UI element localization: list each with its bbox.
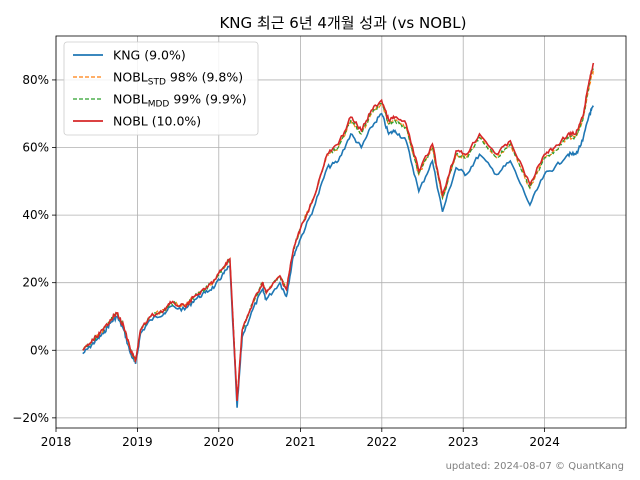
y-tick-label: 80% <box>22 73 49 87</box>
x-tick-label: 2023 <box>448 435 479 449</box>
x-tick-label: 2020 <box>204 435 235 449</box>
legend-label-nobl-mdd: NOBLMDD 99% (9.9%) <box>113 92 247 110</box>
footer-credit: updated: 2024-08-07 © QuantKang <box>446 461 624 472</box>
chart-title: KNG 최근 6년 4개월 성과 (vs NOBL) <box>219 14 466 32</box>
x-tick-label: 2022 <box>367 435 398 449</box>
series-line-nobl <box>82 62 595 402</box>
x-tick-label: 2024 <box>529 435 560 449</box>
y-tick-label: −20% <box>12 411 49 425</box>
plot-frame <box>55 35 627 429</box>
series-lines <box>82 62 595 408</box>
axis-ticks: 2018 2019 2020 2021 2022 2023 2024 −20% 0% 20% 40%… <box>12 73 560 449</box>
legend: KNG (9.0%) NOBLSTD 98% (9.8%) NOBLMDD 99% … <box>63 41 259 136</box>
legend-label-kng: KNG (9.0%) <box>113 48 186 63</box>
legend-label-nobl-std: NOBLSTD 98% (9.8%) <box>113 70 243 88</box>
y-tick-label: 40% <box>22 208 49 222</box>
x-tick-label: 2019 <box>122 435 153 449</box>
legend-label-nobl: NOBL (10.0%) <box>113 114 201 129</box>
y-tick-label: 0% <box>30 343 49 357</box>
x-tick-label: 2021 <box>285 435 316 449</box>
legend-box <box>63 41 259 136</box>
y-tick-label: 20% <box>22 276 49 290</box>
x-tick-label: 2018 <box>41 435 72 449</box>
y-tick-label: 60% <box>22 141 49 155</box>
